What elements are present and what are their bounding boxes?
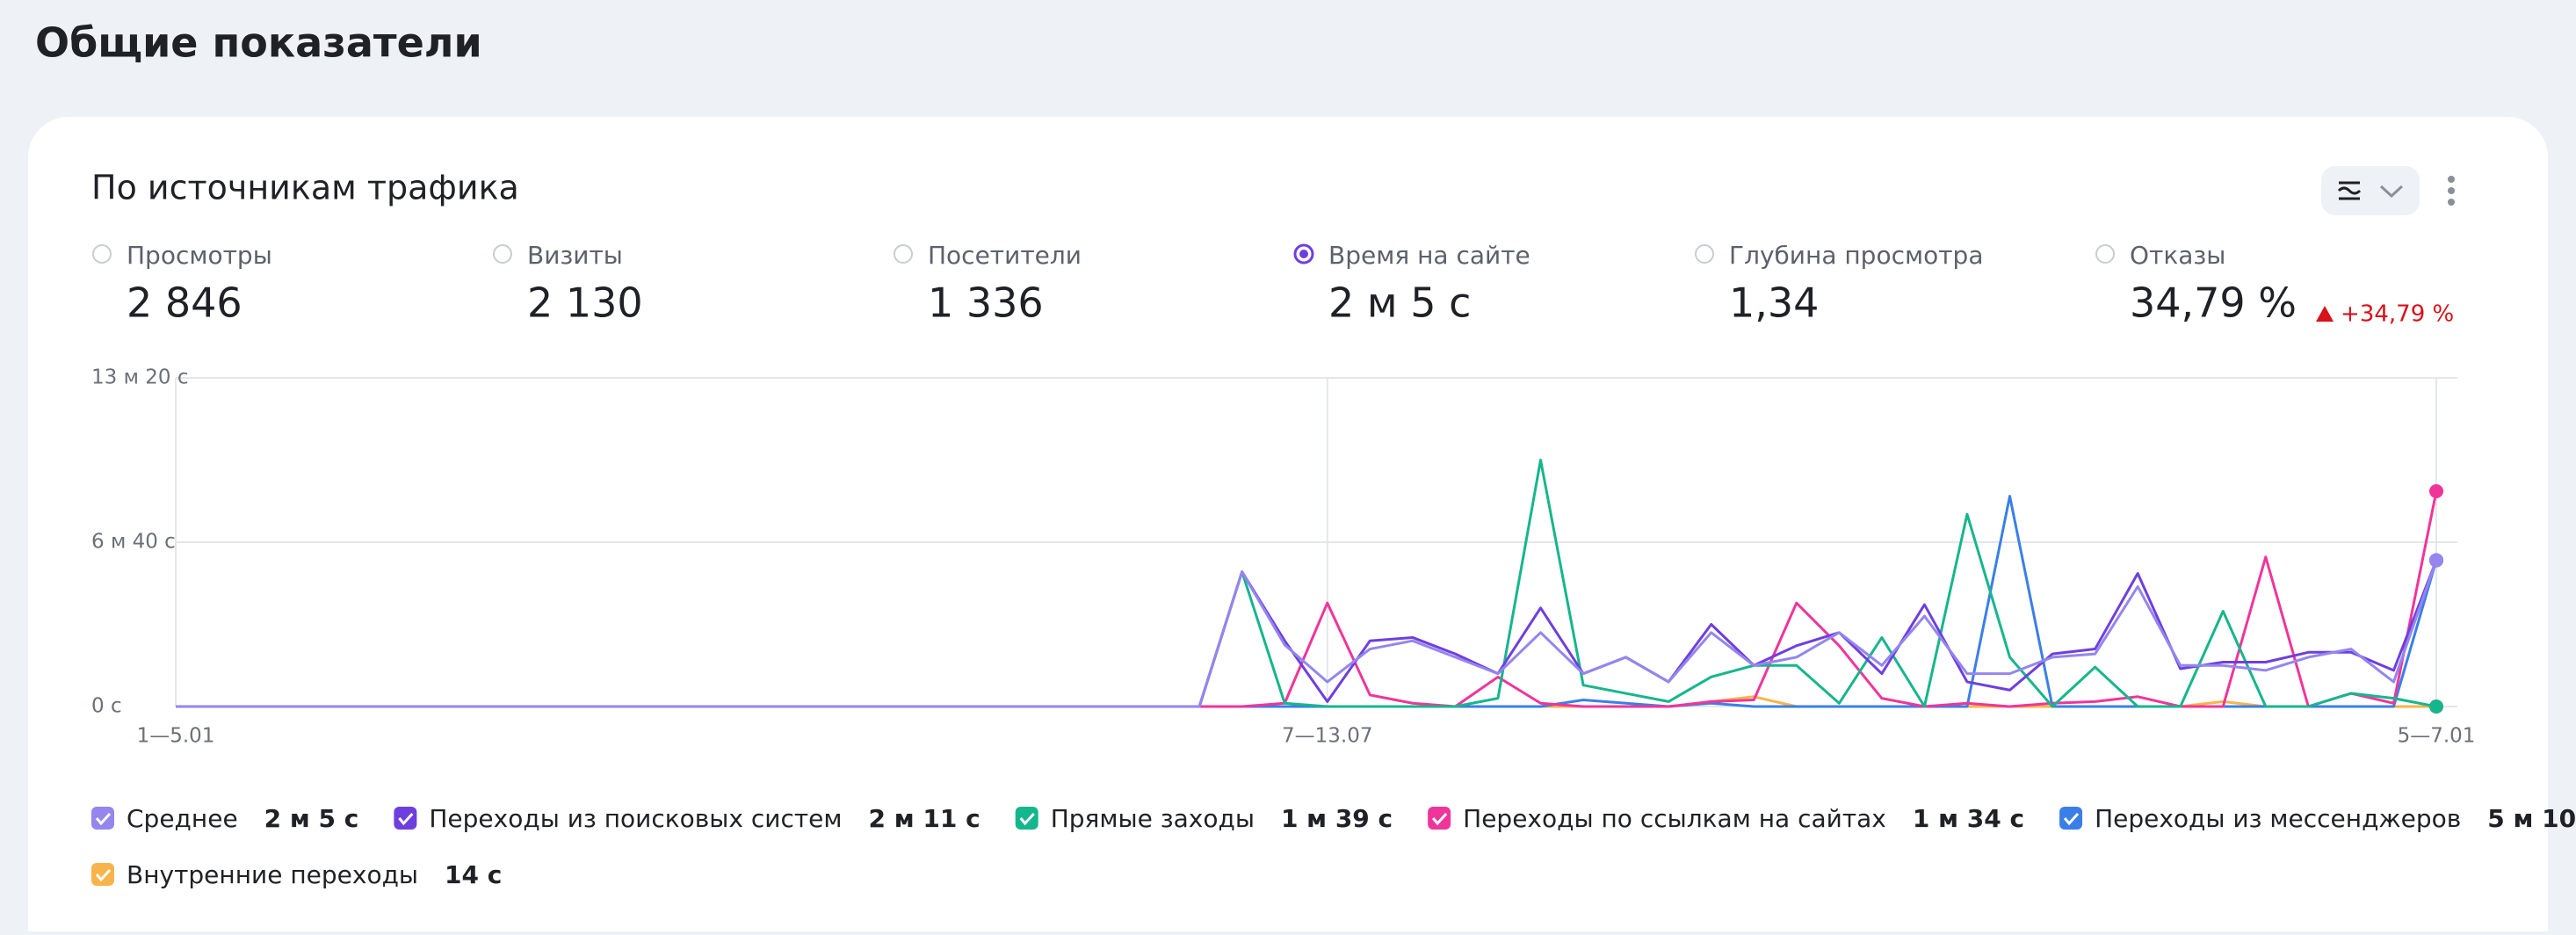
legend-item[interactable]: Внутренние переходы 14 с xyxy=(91,860,502,889)
legend-check xyxy=(95,812,112,826)
series-line xyxy=(176,560,2438,708)
legend-total: 2 м 11 с xyxy=(869,804,980,833)
y-tick-label: 13 м 20 с xyxy=(91,366,188,389)
radio[interactable] xyxy=(493,244,512,264)
legend-checkbox xyxy=(1428,807,1451,830)
metric-value: 34,79 % xyxy=(2130,279,2297,327)
more-menu[interactable] xyxy=(2448,176,2455,206)
legend-checkbox xyxy=(91,807,114,830)
legend-checkbox xyxy=(2059,807,2083,830)
radio[interactable] xyxy=(1695,244,1714,264)
metric-value: 2 846 xyxy=(127,279,242,327)
card-title: По источникам трафика xyxy=(91,169,519,207)
legend-item[interactable]: Переходы из поисковых систем 2 м 11 с xyxy=(394,804,980,833)
x-tick-label: 1—5.01 xyxy=(137,725,215,748)
legend-total: 2 м 5 с xyxy=(264,804,359,833)
y-tick-label: 0 с xyxy=(91,695,122,718)
legend-check xyxy=(2063,812,2080,826)
legend-label: Среднее xyxy=(127,804,238,833)
metric-value: 2 130 xyxy=(527,279,643,327)
delta-arrow xyxy=(2316,306,2334,322)
legend-checkbox xyxy=(91,863,114,886)
legend-total: 5 м 10 с xyxy=(2487,804,2576,833)
legend-label: Переходы из поисковых систем xyxy=(429,804,842,833)
legend-total: 1 м 34 с xyxy=(1913,804,2024,833)
legend-total: 14 с xyxy=(445,860,502,889)
legend-checkbox xyxy=(394,807,417,830)
legend-checkbox xyxy=(1015,807,1038,830)
view-toggle[interactable] xyxy=(2321,166,2420,215)
legend-label: Переходы из мессенджеров xyxy=(2095,804,2461,833)
legend-item[interactable]: Переходы по ссылкам на сайтах 1 м 34 с xyxy=(1428,804,2024,833)
legend-item[interactable]: Переходы из мессенджеров 5 м 10 с xyxy=(2059,804,2576,833)
legend-label: Переходы по ссылкам на сайтах xyxy=(1463,804,1886,833)
radio-dot xyxy=(1299,250,1308,258)
legend-check xyxy=(1431,812,1448,826)
y-tick-label: 6 м 40 с xyxy=(91,531,176,554)
legend-item[interactable]: Среднее 2 м 5 с xyxy=(91,804,358,833)
x-tick-label: 5—7.01 xyxy=(2398,725,2476,748)
metric-value: 2 м 5 с xyxy=(1328,279,1471,327)
legend-label: Внутренние переходы xyxy=(127,860,418,889)
end-point xyxy=(2429,484,2443,499)
card xyxy=(28,117,2548,935)
radio[interactable] xyxy=(92,244,112,264)
metric-label: Глубина просмотра xyxy=(1729,241,1983,270)
end-point xyxy=(2429,699,2443,714)
legend-check xyxy=(1019,812,1035,826)
end-point xyxy=(2429,553,2443,568)
metric-label: Время на сайте xyxy=(1328,241,1530,270)
radio[interactable] xyxy=(894,244,913,264)
metric-value: 1 336 xyxy=(928,279,1044,327)
legend-check xyxy=(95,868,112,882)
metric-delta: +34,79 % xyxy=(2341,301,2454,328)
x-tick-label: 7—13.07 xyxy=(1282,725,1372,748)
radio[interactable] xyxy=(2095,244,2115,264)
metric-label: Визиты xyxy=(527,241,623,270)
legend-label: Прямые заходы xyxy=(1051,804,1255,833)
metric-label: Посетители xyxy=(928,241,1082,270)
metric-label: Отказы xyxy=(2130,241,2225,270)
legend-item[interactable]: Прямые заходы 1 м 39 с xyxy=(1015,804,1393,833)
page-title: Общие показатели xyxy=(35,19,482,67)
legend-total: 1 м 39 с xyxy=(1281,804,1393,833)
legend-check xyxy=(398,812,414,826)
metric-label: Просмотры xyxy=(127,241,272,270)
metric-value: 1,34 xyxy=(1729,279,1819,327)
